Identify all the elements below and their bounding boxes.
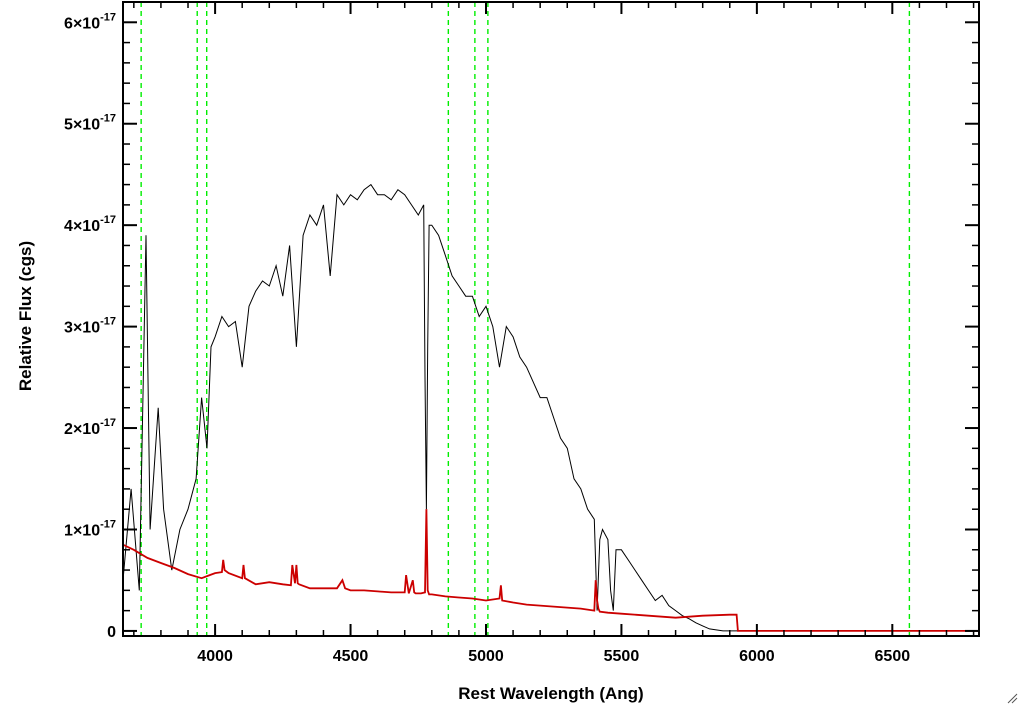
x-axis-label: Rest Wavelength (Ang): [458, 684, 643, 703]
x-tick-label: 6000: [739, 648, 775, 665]
y-axis-label: Relative Flux (cgs): [16, 241, 35, 391]
x-tick-label: 5000: [468, 648, 504, 665]
reference-lines: [140, 2, 911, 636]
x-tick-label: 4000: [197, 648, 233, 665]
series-layer: [122, 183, 979, 632]
x-tick-labels: 4000 4500 5000 5500 6000 6500: [197, 648, 910, 665]
y-tick-label: 3×10-17: [64, 316, 116, 337]
y-tick-labels: 0 1×10-17 2×10-17 3×10-17 4×10-17 5×10-17 6×10…: [64, 11, 116, 641]
error-line: [122, 509, 979, 632]
resize-grip-icon[interactable]: [1006, 692, 1018, 704]
y-tick-label: 5×10-17: [64, 113, 116, 134]
y-tick-label: 0: [107, 624, 116, 641]
y-tick-label: 2×10-17: [64, 417, 116, 438]
spectrum-line: [122, 183, 979, 632]
y-tick-label: 4×10-17: [64, 214, 116, 235]
x-tick-label: 5500: [604, 648, 640, 665]
y-tick-label: 1×10-17: [64, 518, 116, 539]
tick-marks: [123, 1, 979, 636]
y-tick-label: 6×10-17: [64, 11, 116, 32]
x-tick-label: 4500: [333, 648, 369, 665]
x-tick-label: 6500: [875, 648, 911, 665]
plot-frame: [122, 1, 980, 637]
